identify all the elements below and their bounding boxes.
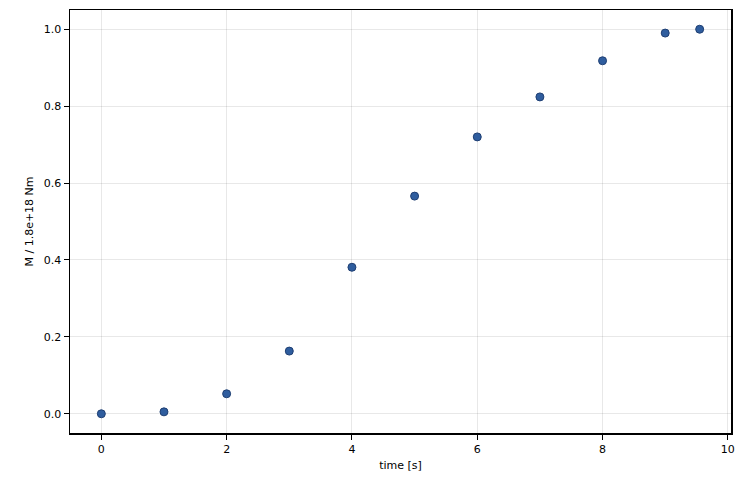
svg-text:10: 10	[721, 443, 735, 456]
svg-text:0.8: 0.8	[44, 100, 62, 113]
svg-text:0: 0	[98, 443, 105, 456]
svg-text:4: 4	[348, 443, 355, 456]
svg-text:2: 2	[223, 443, 230, 456]
svg-text:0.2: 0.2	[44, 331, 62, 344]
svg-text:1.0: 1.0	[44, 23, 62, 36]
svg-text:8: 8	[599, 443, 606, 456]
svg-text:0.0: 0.0	[44, 408, 62, 421]
svg-text:0.4: 0.4	[44, 254, 62, 267]
svg-text:time [s]: time [s]	[379, 459, 422, 472]
svg-text:M / 1.8e+18 Nm: M / 1.8e+18 Nm	[23, 176, 36, 266]
svg-text:6: 6	[474, 443, 481, 456]
svg-text:0.6: 0.6	[44, 177, 62, 190]
